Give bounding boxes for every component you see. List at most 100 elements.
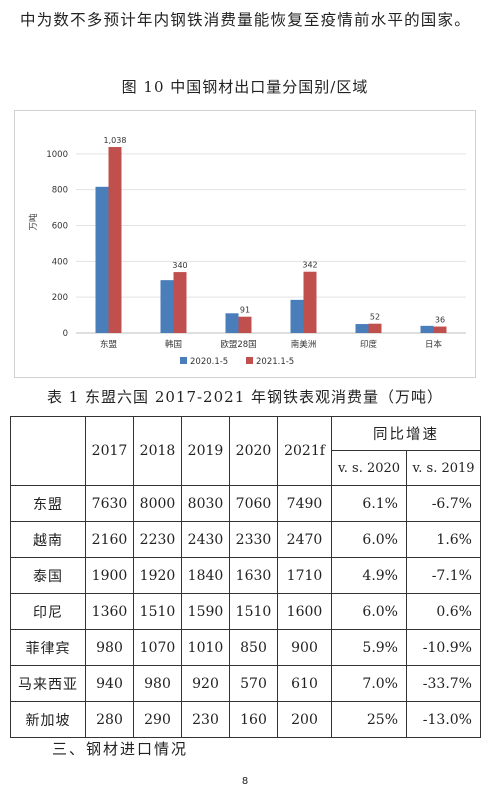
year-header: 2017 bbox=[85, 416, 134, 486]
year-header: 2020 bbox=[229, 416, 278, 486]
value-cell: 1510 bbox=[229, 593, 278, 630]
x-tick-label: 日本 bbox=[425, 339, 443, 350]
yoy-cell: 7.0% bbox=[331, 665, 407, 702]
country-cell: 马来西亚 bbox=[10, 665, 86, 702]
x-tick-label: 东盟 bbox=[100, 339, 118, 350]
y-tick-label: 0 bbox=[63, 329, 68, 339]
value-cell: 940 bbox=[85, 665, 134, 702]
value-cell: 1590 bbox=[181, 593, 230, 630]
bar bbox=[368, 323, 382, 333]
data-label: 340 bbox=[172, 261, 187, 270]
bar bbox=[108, 147, 122, 333]
yoy-cell: 6.0% bbox=[331, 593, 407, 630]
value-cell: 2160 bbox=[85, 521, 134, 558]
yoy-col-header: v. s. 2019 bbox=[406, 450, 481, 486]
value-cell: 290 bbox=[133, 701, 182, 738]
value-cell: 1920 bbox=[133, 557, 182, 594]
table-row: 泰国 1900 1920 1840 1630 1710 4.9% -7.1% bbox=[10, 557, 481, 594]
table-row: 越南 2160 2230 2430 2330 2470 6.0% 1.6% bbox=[10, 521, 481, 558]
value-cell: 1070 bbox=[133, 629, 182, 666]
data-label: 91 bbox=[240, 306, 250, 315]
y-tick-label: 400 bbox=[52, 257, 68, 267]
bar bbox=[173, 272, 187, 333]
x-tick-label: 南美洲 bbox=[291, 339, 317, 350]
bar bbox=[238, 316, 252, 333]
yoy-cell: -13.0% bbox=[406, 701, 481, 738]
legend-label: 2021.1-5 bbox=[256, 357, 294, 367]
yoy-cell: -6.7% bbox=[406, 485, 481, 522]
value-cell: 7630 bbox=[85, 485, 134, 522]
yoy-cell: 0.6% bbox=[406, 593, 481, 630]
bar bbox=[355, 324, 369, 333]
yoy-cell: 1.6% bbox=[406, 521, 481, 558]
bar bbox=[95, 186, 109, 333]
value-cell: 1630 bbox=[229, 557, 278, 594]
yoy-cell: 25% bbox=[331, 701, 407, 738]
bar bbox=[420, 325, 434, 333]
value-cell: 2470 bbox=[277, 521, 332, 558]
legend-swatch bbox=[246, 357, 253, 364]
yoy-col-header: v. s. 2020 bbox=[331, 450, 407, 486]
table-row: 新加坡 280 290 230 160 200 25% -13.0% bbox=[10, 701, 481, 738]
yoy-cell: 5.9% bbox=[331, 629, 407, 666]
value-cell: 280 bbox=[85, 701, 134, 738]
table-row: 马来西亚 940 980 920 570 610 7.0% -33.7% bbox=[10, 665, 481, 702]
x-tick-label: 印度 bbox=[360, 339, 378, 350]
value-cell: 980 bbox=[133, 665, 182, 702]
x-tick-label: 欧盟28国 bbox=[220, 339, 256, 350]
bar bbox=[290, 299, 304, 333]
country-cell: 菲律宾 bbox=[10, 629, 86, 666]
value-cell: 1840 bbox=[181, 557, 230, 594]
table-header-row: 2017 2018 2019 2020 2021f 同比增速 bbox=[10, 416, 481, 486]
value-cell: 8030 bbox=[181, 485, 230, 522]
data-label: 1,038 bbox=[104, 136, 127, 145]
table-row: 东盟 7630 8000 8030 7060 7490 6.1% -6.7% bbox=[10, 485, 481, 522]
y-axis-label: 万吨 bbox=[28, 213, 39, 231]
value-cell: 1900 bbox=[85, 557, 134, 594]
corner-cell bbox=[10, 416, 86, 486]
page-number: 8 bbox=[241, 776, 249, 787]
yoy-cell: -33.7% bbox=[406, 665, 481, 702]
bar bbox=[160, 280, 174, 333]
value-cell: 1360 bbox=[85, 593, 134, 630]
bar bbox=[433, 326, 447, 333]
yoy-cell: -7.1% bbox=[406, 557, 481, 594]
value-cell: 7060 bbox=[229, 485, 278, 522]
table-row: 菲律宾 980 1070 1010 850 900 5.9% -10.9% bbox=[10, 629, 481, 666]
table-subheader-row: v. s. 2020 v. s. 2019 bbox=[11, 450, 481, 486]
value-cell: 850 bbox=[229, 629, 278, 666]
x-tick-label: 韩国 bbox=[165, 339, 182, 350]
yoy-cell: 6.0% bbox=[331, 521, 407, 558]
country-cell: 泰国 bbox=[10, 557, 86, 594]
value-cell: 160 bbox=[229, 701, 278, 738]
table-title: 表 1 东盟六国 2017-2021 年钢铁表观消费量（万吨） bbox=[46, 388, 444, 406]
value-cell: 1710 bbox=[277, 557, 332, 594]
yoy-cell: 4.9% bbox=[331, 557, 407, 594]
value-cell: 570 bbox=[229, 665, 278, 702]
yoy-cell: 6.1% bbox=[331, 485, 407, 522]
year-header: 2019 bbox=[181, 416, 230, 486]
legend-label: 2020.1-5 bbox=[190, 357, 228, 367]
data-label: 52 bbox=[370, 313, 380, 322]
y-tick-label: 1000 bbox=[46, 150, 68, 160]
year-header: 2021f bbox=[277, 416, 332, 486]
figure-title: 图 10 中国钢材出口量分国别/区域 bbox=[121, 78, 369, 96]
value-cell: 1600 bbox=[277, 593, 332, 630]
intro-paragraph: 中为数不多预计年内钢铁消费量能恢复至疫情前水平的国家。 bbox=[20, 11, 471, 29]
y-tick-label: 200 bbox=[52, 293, 68, 303]
value-cell: 7490 bbox=[277, 485, 332, 522]
bar bbox=[303, 271, 317, 333]
country-cell: 东盟 bbox=[10, 485, 86, 522]
yoy-group-header: 同比增速 bbox=[331, 416, 481, 451]
y-tick-label: 800 bbox=[52, 186, 68, 196]
value-cell: 2330 bbox=[229, 521, 278, 558]
data-label: 342 bbox=[302, 261, 317, 270]
value-cell: 2230 bbox=[133, 521, 182, 558]
legend-swatch bbox=[180, 357, 187, 364]
yoy-cell: -10.9% bbox=[406, 629, 481, 666]
value-cell: 8000 bbox=[133, 485, 182, 522]
consumption-table: 2017 2018 2019 2020 2021f 同比增速 v. s. 202… bbox=[10, 416, 481, 738]
value-cell: 610 bbox=[277, 665, 332, 702]
year-header: 2018 bbox=[133, 416, 182, 486]
value-cell: 230 bbox=[181, 701, 230, 738]
